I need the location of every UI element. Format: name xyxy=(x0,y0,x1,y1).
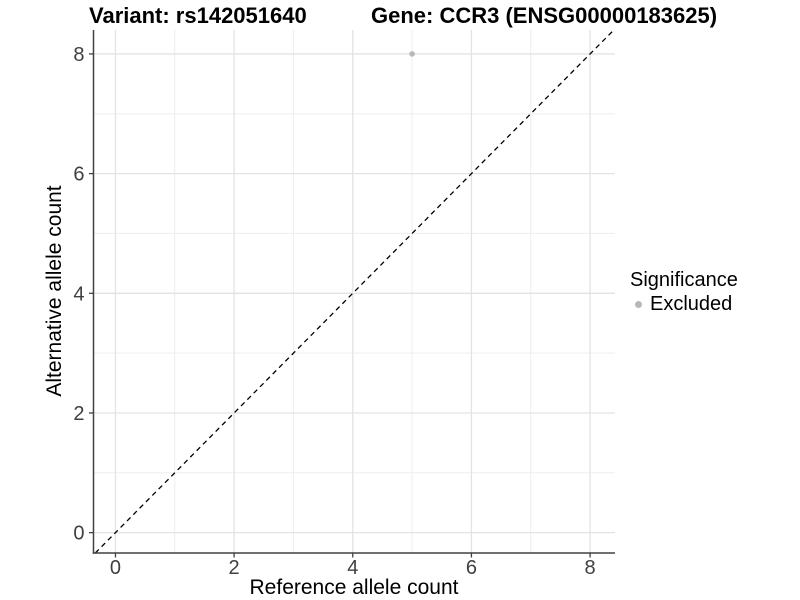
identity-reference-line xyxy=(94,29,615,554)
y-tick-label: 4 xyxy=(73,283,84,305)
x-tick-label: 4 xyxy=(347,557,358,579)
x-tick-label: 8 xyxy=(585,557,596,579)
plot-title-variant: Variant: rs142051640 xyxy=(89,3,307,28)
data-point xyxy=(409,51,415,57)
y-tick-label: 0 xyxy=(73,523,84,545)
y-tick-label: 8 xyxy=(73,44,84,66)
legend-title: Significance xyxy=(630,269,738,291)
x-tick-label: 6 xyxy=(466,557,477,579)
y-axis-title: Alternative allele count xyxy=(43,185,66,397)
legend-key xyxy=(630,296,647,313)
y-tick-label: 2 xyxy=(73,403,84,425)
x-axis-title: Reference allele count xyxy=(249,576,459,599)
x-tick-label: 2 xyxy=(229,557,240,579)
plot-title-gene: Gene: CCR3 (ENSG00000183625) xyxy=(371,3,718,28)
excluded-point-icon xyxy=(635,301,642,308)
legend-item-excluded: Excluded xyxy=(630,293,738,316)
legend-item-label: Excluded xyxy=(650,293,733,315)
y-tick-label: 6 xyxy=(73,164,84,186)
legend: Significance Excluded xyxy=(630,269,738,316)
x-tick-label: 0 xyxy=(110,557,121,579)
